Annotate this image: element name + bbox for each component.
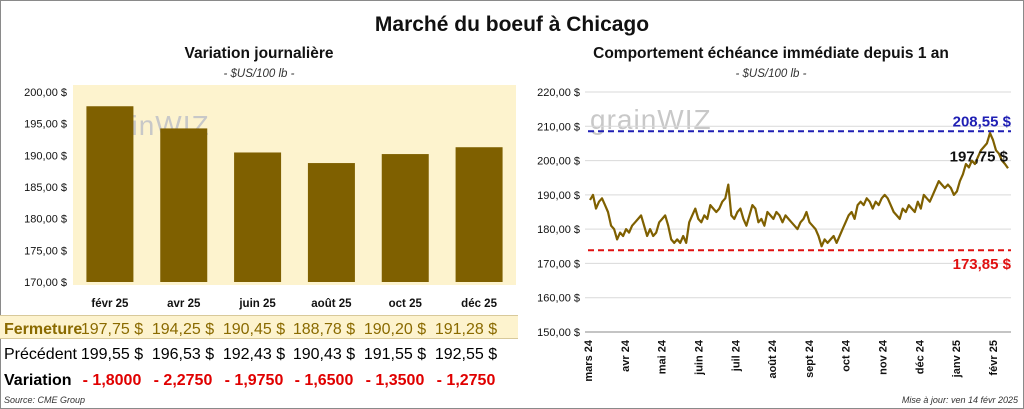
bar — [160, 128, 208, 282]
bar-x-tick-label: avr 25 — [167, 298, 201, 310]
table-row-fermeture: Fermeture 197,75 $ 194,25 $ 190,45 $ 188… — [0, 315, 518, 339]
row-label: Précédent — [4, 346, 77, 363]
line-x-tick-label: nov 24 — [878, 339, 890, 375]
watermark-right: grainWIZ — [590, 104, 712, 135]
bar-y-tick-label: 185,00 $ — [24, 182, 67, 194]
table-cell: 188,78 $ — [292, 321, 356, 338]
table-cell: 190,45 $ — [222, 321, 286, 338]
bar-chart-unit: - $US/100 lb - — [223, 68, 295, 80]
price-line — [589, 132, 1009, 248]
bar-x-tick-label: févr 25 — [91, 298, 129, 310]
table-cell: 196,53 $ — [151, 346, 215, 363]
bar-y-tick-label: 195,00 $ — [24, 119, 67, 131]
bar — [307, 163, 355, 282]
row-label: Fermeture — [4, 321, 83, 338]
line-x-tick-label: juin 24 — [693, 339, 705, 376]
bar-x-tick-label: déc 25 — [461, 298, 497, 310]
line-x-tick-label: déc 24 — [914, 339, 926, 374]
line-x-tick-label: mars 24 — [583, 339, 595, 381]
line-y-tick-label: 200,00 $ — [537, 156, 580, 168]
bar-plot-background — [73, 85, 516, 285]
table-cell: 192,55 $ — [434, 346, 498, 363]
bar-y-tick-label: 200,00 $ — [24, 87, 67, 99]
line-y-tick-label: 160,00 $ — [537, 293, 580, 305]
table-cell: 199,55 $ — [80, 346, 144, 363]
table-cell: 197,75 $ — [80, 321, 144, 338]
table-row-variation: Variation - 1,8000 - 2,2750 - 1,9750 - 1… — [0, 367, 518, 389]
low-value-label: 173,85 $ — [953, 256, 1012, 273]
row-label: Variation — [4, 372, 72, 389]
line-chart-unit: - $US/100 lb - — [735, 68, 807, 80]
line-x-tick-label: mai 24 — [657, 339, 669, 374]
bar-x-tick-label: août 25 — [311, 298, 352, 310]
line-x-tick-label: janv 25 — [951, 340, 963, 378]
bar-chart-title: Variation journalière — [184, 45, 334, 62]
bar-x-tick-label: juin 25 — [238, 298, 276, 310]
bar-y-tick-label: 170,00 $ — [24, 277, 67, 289]
line-y-tick-label: 210,00 $ — [537, 121, 580, 133]
line-y-tick-label: 150,00 $ — [537, 327, 580, 339]
bar-x-tick-label: oct 25 — [389, 298, 423, 310]
bar — [234, 152, 282, 282]
table-cell: 192,43 $ — [222, 346, 286, 363]
table-cell: - 1,3500 — [365, 372, 425, 389]
bar — [381, 154, 429, 282]
table-cell: 190,43 $ — [292, 346, 356, 363]
bar-y-tick-label: 175,00 $ — [24, 245, 67, 257]
line-x-tick-label: août 24 — [767, 339, 779, 378]
line-x-tick-label: sept 24 — [804, 339, 816, 378]
last-value-label: 197,75 $ — [950, 148, 1009, 165]
table-cell: 190,20 $ — [363, 321, 427, 338]
table-cell: - 1,9750 — [224, 372, 284, 389]
table-cell: 191,55 $ — [363, 346, 427, 363]
table-row-precedent: Précédent 199,55 $ 196,53 $ 192,43 $ 190… — [0, 341, 518, 363]
table-cell: - 1,8000 — [82, 372, 142, 389]
bar-y-tick-label: 180,00 $ — [24, 214, 67, 226]
high-value-label: 208,55 $ — [953, 113, 1012, 130]
source-note: Source: CME Group — [4, 395, 86, 405]
line-x-tick-label: juil 24 — [730, 339, 742, 372]
bar — [455, 147, 503, 282]
line-y-tick-label: 220,00 $ — [537, 87, 580, 99]
table-cell: 194,25 $ — [151, 321, 215, 338]
table-cell: - 2,2750 — [153, 372, 213, 389]
line-x-tick-label: oct 24 — [841, 339, 853, 372]
line-x-tick-label: avr 24 — [620, 339, 632, 372]
table-cell: 191,28 $ — [434, 321, 498, 338]
line-x-tick-label: févr 25 — [988, 340, 1000, 375]
line-y-tick-label: 180,00 $ — [537, 224, 580, 236]
table-cell: - 1,2750 — [436, 372, 496, 389]
table-cell: - 1,6500 — [294, 372, 354, 389]
update-note: Mise à jour: ven 14 févr 2025 — [901, 395, 1018, 405]
line-y-tick-label: 190,00 $ — [537, 190, 580, 202]
main-title: Marché du boeuf à Chicago — [374, 13, 650, 36]
bar — [86, 106, 134, 282]
line-y-tick-label: 170,00 $ — [537, 258, 580, 270]
bar-y-tick-label: 190,00 $ — [24, 150, 67, 162]
line-chart-title: Comportement échéance immédiate depuis 1… — [593, 45, 949, 62]
